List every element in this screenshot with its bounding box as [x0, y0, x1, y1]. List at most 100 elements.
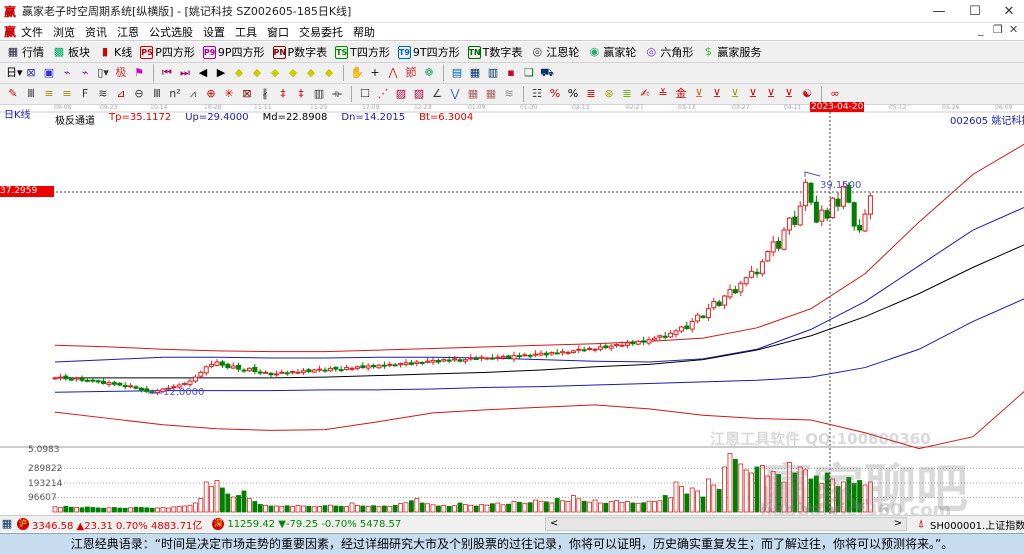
toolbar-button-target[interactable]: ◎ 江恩轮: [530, 44, 580, 60]
tool-triangle[interactable]: ⊿: [114, 87, 128, 101]
tool-gann2[interactable]: ‡: [294, 87, 308, 101]
toolbar-button-t9[interactable]: T9 9T四方形: [397, 44, 460, 60]
tool-hatch[interactable]: ≋: [502, 87, 516, 101]
tool-lines[interactable]: Ⅲ: [24, 87, 38, 101]
tool-grid4[interactable]: ▦: [484, 87, 498, 101]
tool-cycle[interactable]: ⟛: [330, 87, 344, 101]
tool-fan[interactable]: F: [78, 87, 92, 101]
tool-next[interactable]: ▶: [214, 66, 228, 80]
tool-frame[interactable]: ☐: [358, 87, 372, 101]
scroll-right-button[interactable]: >: [893, 518, 902, 529]
menu-4[interactable]: 公式选股: [149, 25, 194, 39]
tool-pattern[interactable]: ⊠: [24, 66, 38, 80]
tool-diamond4[interactable]: ◆: [286, 66, 300, 80]
index-selector[interactable]: SH000001.上证指数: [930, 520, 1024, 532]
menu-7[interactable]: 窗口: [267, 25, 290, 39]
tool-prev[interactable]: ◀: [196, 66, 210, 80]
tool-arc[interactable]: ≋: [96, 87, 110, 101]
tool-page[interactable]: ▣: [42, 66, 56, 80]
tool-calculator[interactable]: ▦: [468, 66, 482, 80]
shenzhen-index[interactable]: 11259.42 ▼-79.25 -0.70% 5478.57: [227, 518, 402, 530]
tool-star[interactable]: ✳: [222, 87, 236, 101]
tool-circle[interactable]: ⊖: [132, 87, 146, 101]
tool-diamond6[interactable]: ◆: [322, 66, 336, 80]
tool-zigzag[interactable]: ⋁: [448, 87, 462, 101]
menu-3[interactable]: 江恩: [117, 25, 140, 39]
tool-grid3[interactable]: ▦: [466, 87, 480, 101]
tool-square[interactable]: ▨: [394, 87, 408, 101]
mdi-close-button[interactable]: ✕: [1009, 23, 1019, 36]
scroll-left-button[interactable]: <: [550, 518, 559, 529]
tool-levels2[interactable]: ≣: [620, 87, 634, 101]
tool-candle-type[interactable]: ▯▾: [96, 66, 110, 80]
tool-last[interactable]: ⏭: [178, 66, 192, 80]
tool-angle8[interactable]: ⊻: [782, 87, 796, 101]
chart-canvas[interactable]: 09-08 09-23 10-14 10-28 11-11 11-25 12-09 12-23…: [0, 102, 1024, 515]
tool-pen[interactable]: ✎: [6, 87, 20, 101]
toolbar-button-p9[interactable]: P9 9P四方形: [202, 44, 265, 60]
tool-ruler[interactable]: Ⅲ: [150, 87, 164, 101]
menu-0[interactable]: 文件: [21, 25, 44, 39]
tool-gold[interactable]: 金: [674, 87, 688, 101]
tool-diamond2[interactable]: ◆: [250, 66, 264, 80]
menu-8[interactable]: 交易委托: [299, 25, 344, 39]
tool-wave2[interactable]: ⌁: [78, 66, 92, 80]
tool-diamond5[interactable]: ◆: [304, 66, 318, 80]
tool-calendar[interactable]: ▤: [450, 66, 464, 80]
tool-fan2[interactable]: ⋰: [376, 87, 390, 101]
tool-windows[interactable]: ❏: [522, 66, 536, 80]
mdi-restore-button[interactable]: ❐: [993, 23, 1003, 36]
toolbar-button-tn[interactable]: TN T数字表: [467, 44, 522, 60]
toolbar-button-grid[interactable]: ▦ 行情: [6, 44, 44, 60]
menu-2[interactable]: 资讯: [85, 25, 108, 39]
tool-angle[interactable]: ∦: [258, 87, 272, 101]
menu-9[interactable]: 帮助: [353, 25, 376, 39]
tool-fib[interactable]: ≡: [42, 87, 56, 101]
tool-levels[interactable]: ≣: [584, 87, 598, 101]
maximize-button[interactable]: ☐: [969, 4, 981, 19]
shanghai-index[interactable]: 3346.58 ▲23.31 0.70% 4883.71亿: [32, 520, 203, 532]
menu-5[interactable]: 设置: [203, 25, 226, 39]
tool-n2[interactable]: n²: [168, 87, 182, 101]
tool-angle4[interactable]: ⊻: [710, 87, 724, 101]
tool-flag[interactable]: ⚑: [132, 66, 146, 80]
tool-coin[interactable]: ⊛: [602, 87, 616, 101]
tool-brush[interactable]: ✍: [638, 87, 652, 101]
tool-grid2[interactable]: ▥: [312, 87, 326, 101]
tool-level3[interactable]: ≚: [656, 87, 670, 101]
minimize-button[interactable]: —: [932, 4, 946, 19]
tool-diamond3[interactable]: ◆: [268, 66, 282, 80]
toolbar-button-ts[interactable]: TS T四方形: [335, 44, 390, 60]
tool-wave[interactable]: ⌁: [60, 66, 74, 80]
tool-angle6[interactable]: ⊻: [746, 87, 760, 101]
tool-line-tool[interactable]: ⋀: [386, 66, 400, 80]
tool-percent[interactable]: %: [566, 87, 580, 101]
close-button[interactable]: ✕: [1003, 4, 1015, 19]
tool-section[interactable]: 節: [404, 66, 418, 80]
tool-angle3[interactable]: ⊻: [692, 87, 706, 101]
tool-ring[interactable]: ❁: [422, 66, 436, 80]
horizontal-scrollbar[interactable]: < >: [545, 517, 907, 531]
toolbar-button-ps[interactable]: PS P四方形: [140, 44, 195, 60]
tool-angle7[interactable]: ⊻: [764, 87, 778, 101]
toolbar-button-hexagon[interactable]: ◎ 六角形: [644, 44, 694, 60]
tool-first[interactable]: ⏮: [160, 66, 174, 80]
tool-angle5[interactable]: ⊻: [728, 87, 742, 101]
tool-yinyang[interactable]: ☯: [800, 87, 814, 101]
tool-fib2[interactable]: ≡: [60, 87, 74, 101]
kline-chart[interactable]: 09-08 09-23 10-14 10-28 11-11 11-25 12-09 12-23…: [0, 102, 1024, 521]
tool-extreme[interactable]: 极: [114, 66, 128, 80]
tool-save[interactable]: ▪: [504, 66, 518, 80]
tool-infinity[interactable]: ∞: [828, 87, 842, 101]
toolbar-button-pn[interactable]: PN P数字表: [272, 44, 327, 60]
mdi-minimize-button[interactable]: _: [978, 23, 984, 36]
toolbar-button-dollar[interactable]: $ 赢家服务: [701, 44, 762, 60]
tool-box[interactable]: ⊠: [240, 87, 254, 101]
menu-6[interactable]: 工具: [235, 25, 258, 39]
tool-hand[interactable]: ✋: [350, 66, 364, 80]
tool-pitchfork[interactable]: ⩘: [186, 87, 200, 101]
tool-notebook[interactable]: ▥: [486, 66, 500, 80]
quote-grid-icon[interactable]: ▦: [1, 517, 13, 530]
tool-gann[interactable]: ‡: [276, 87, 290, 101]
tool-crosshair[interactable]: +: [368, 66, 382, 80]
